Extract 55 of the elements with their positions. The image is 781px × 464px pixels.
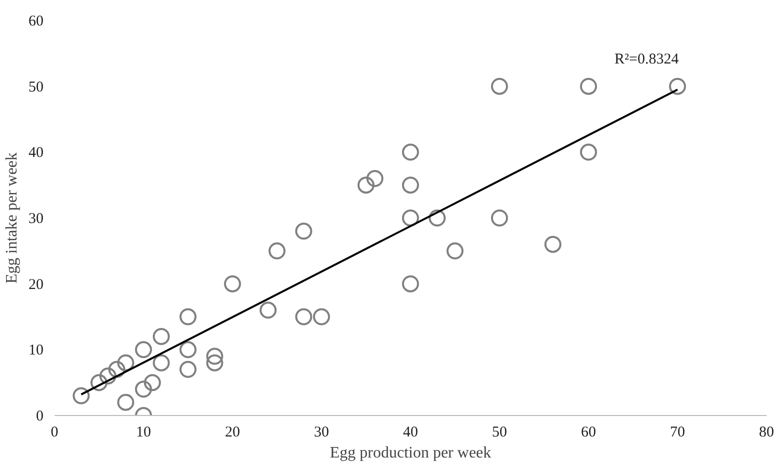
point bbox=[260, 302, 277, 319]
point bbox=[295, 222, 312, 240]
point bbox=[669, 78, 686, 95]
point bbox=[313, 308, 330, 326]
point bbox=[108, 360, 126, 378]
x-axis-title: Egg production per week bbox=[330, 444, 492, 462]
point bbox=[180, 341, 196, 358]
y-tick-label: 60 bbox=[28, 14, 44, 30]
point bbox=[180, 308, 196, 326]
point bbox=[144, 374, 161, 392]
x-tick-label: 40 bbox=[403, 424, 418, 440]
point bbox=[117, 394, 134, 411]
x-tick-label: 70 bbox=[670, 424, 685, 440]
point bbox=[402, 275, 419, 292]
point bbox=[402, 144, 419, 161]
point bbox=[366, 170, 384, 187]
y-tick-label: 50 bbox=[28, 79, 44, 96]
x-tick-label: 20 bbox=[225, 424, 240, 440]
x-tick-label: 10 bbox=[136, 424, 151, 440]
x-tick-label: 30 bbox=[314, 424, 329, 440]
x-tick-label: 0 bbox=[50, 424, 58, 440]
point bbox=[135, 380, 152, 398]
y-tick-label: 40 bbox=[28, 145, 44, 162]
x-tick-label: 80 bbox=[759, 424, 774, 440]
point bbox=[491, 210, 508, 226]
point bbox=[402, 210, 419, 226]
y-tick-label: 30 bbox=[28, 211, 44, 227]
x-tick-label: 60 bbox=[581, 424, 596, 440]
point bbox=[358, 176, 374, 194]
y-axis-title: Egg intake per week bbox=[4, 152, 20, 284]
point bbox=[580, 78, 597, 95]
point bbox=[268, 242, 286, 260]
point bbox=[580, 144, 597, 161]
point bbox=[152, 328, 170, 345]
point bbox=[117, 354, 134, 372]
point bbox=[135, 341, 152, 358]
point bbox=[446, 242, 464, 260]
y-tick-label: 10 bbox=[28, 342, 44, 359]
point bbox=[402, 176, 419, 194]
y-tick-label: 0 bbox=[36, 408, 44, 424]
point bbox=[99, 368, 116, 384]
point bbox=[206, 348, 224, 365]
point bbox=[206, 354, 224, 372]
x-tick-label: 50 bbox=[492, 424, 507, 440]
point bbox=[544, 236, 562, 253]
point bbox=[491, 78, 508, 95]
point bbox=[152, 354, 170, 372]
point bbox=[72, 387, 90, 404]
point bbox=[180, 360, 196, 378]
annotation: R²=0.8324 bbox=[614, 52, 680, 68]
point bbox=[90, 374, 108, 392]
point bbox=[224, 275, 241, 292]
y-tick-label: 20 bbox=[28, 276, 44, 293]
point bbox=[295, 308, 312, 326]
point bbox=[428, 210, 446, 226]
